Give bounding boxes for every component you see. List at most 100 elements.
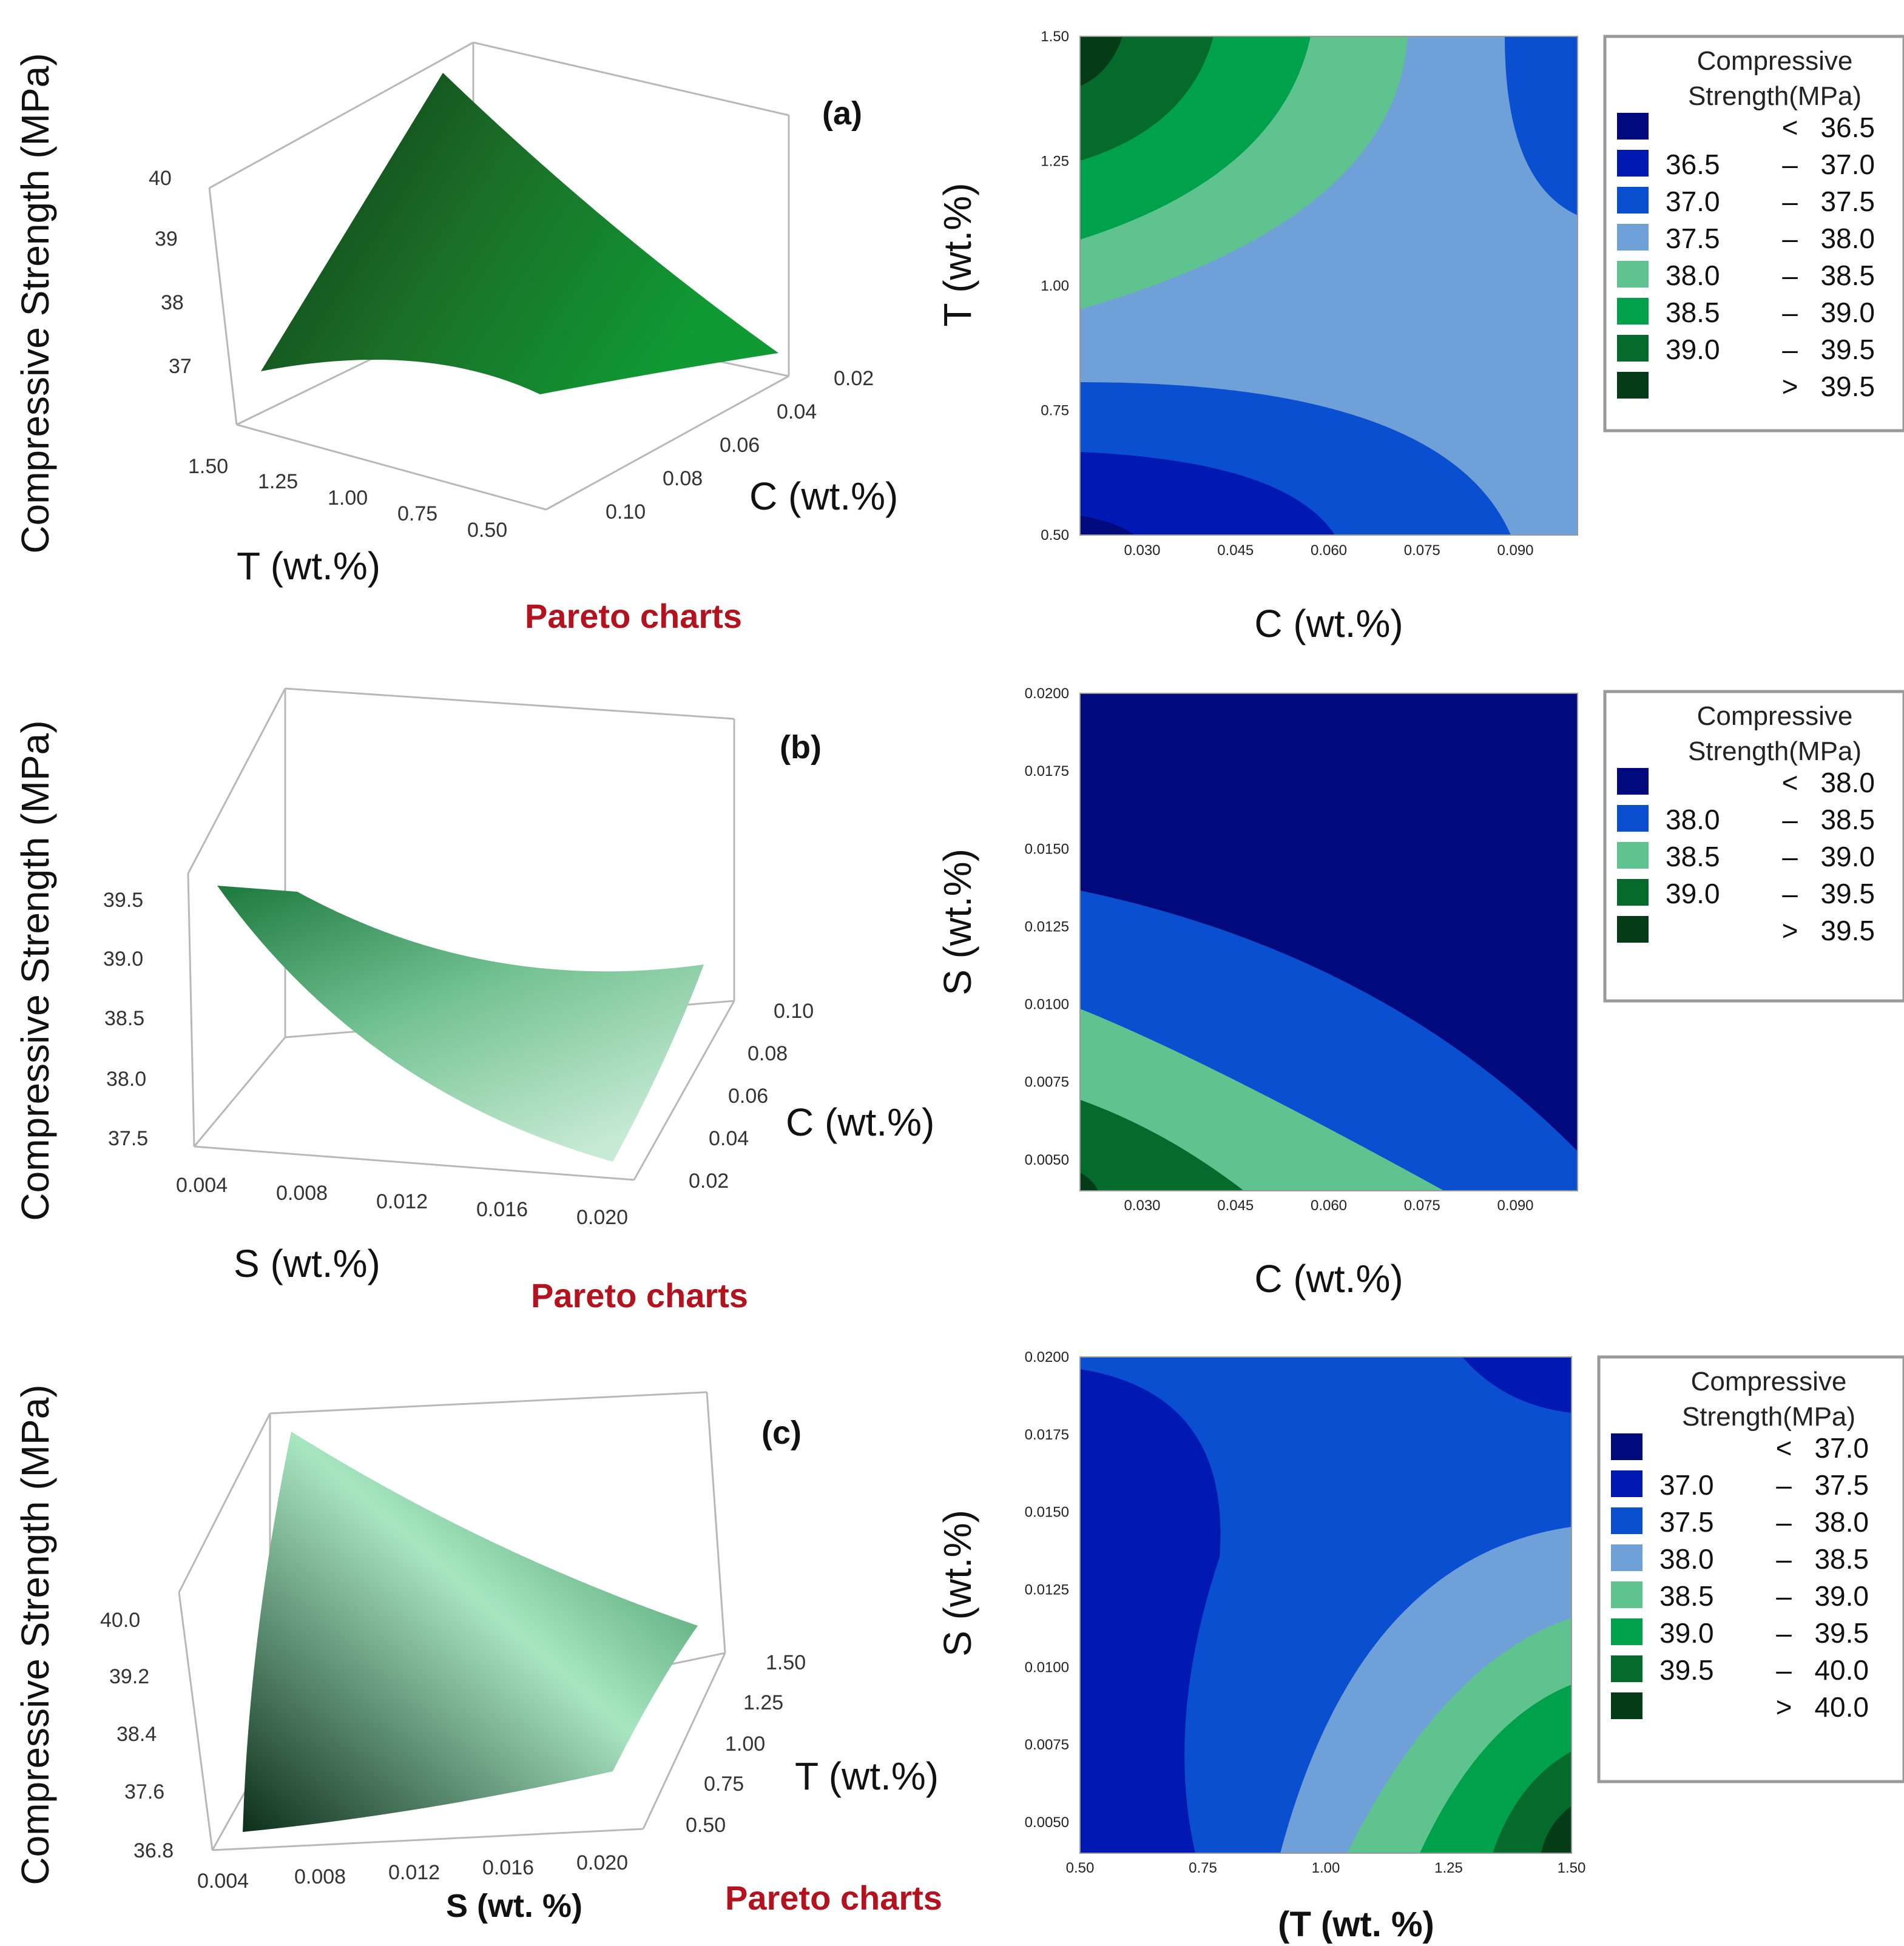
contour-ytick-label: 0.0100 (1025, 1659, 1069, 1675)
surface-a-ztick: 39 (155, 227, 178, 251)
legend-swatch (1617, 113, 1649, 140)
surface-a-xlabel: T (wt.%) (237, 544, 380, 588)
contour-plot-c: 0.50 0.75 1.00 1.25 1.50 0.00500.00750.01000… (936, 1349, 1585, 1944)
legend-range-sep: – (1776, 1654, 1792, 1686)
legend-range-high: 38.0 (1820, 767, 1875, 798)
legend-swatch (1611, 1581, 1642, 1608)
caption-b: Pareto charts (531, 1276, 748, 1315)
surface-c-xtick: 0.012 (388, 1861, 440, 1884)
contour-ytick-label: 0.0125 (1025, 1581, 1069, 1598)
caption-a: Pareto charts (525, 597, 742, 635)
surface-c-xtick: 0.004 (197, 1870, 249, 1893)
contour-ytick-label: 0.0175 (1025, 763, 1069, 779)
legend-swatch (1617, 224, 1649, 251)
surface-b-ticks: 0.004 0.008 0.012 0.016 0.020 0.02 0.04 … (103, 889, 814, 1229)
legend-range-high: 39.0 (1820, 297, 1875, 328)
contour-b-xticks: 0.030 0.045 0.060 0.075 0.090 (1124, 1197, 1533, 1214)
legend-range-sep: – (1782, 841, 1798, 872)
surface-b-ztick: 39.0 (103, 948, 143, 971)
surface-c-xtick: 0.020 (576, 1851, 628, 1874)
caption-c: Pareto charts (725, 1879, 942, 1917)
contour-a-xlabel: C (wt.%) (1254, 602, 1403, 645)
legend-range-sep: – (1782, 297, 1798, 328)
legend-range-low: 39.5 (1659, 1654, 1714, 1686)
surface-b-ytick: 0.08 (748, 1042, 788, 1065)
legend-range-high: 38.0 (1814, 1506, 1869, 1538)
legend-swatch (1617, 916, 1649, 943)
contour-region (1462, 1357, 1571, 1413)
legend-swatch (1617, 805, 1649, 832)
legend-range-sep: < (1782, 767, 1798, 798)
legend-title: Compressive (1697, 701, 1853, 731)
contour-ytick-label: 0.0075 (1025, 1074, 1069, 1091)
legend-range-low: 37.5 (1666, 223, 1720, 254)
surface-b-xtick: 0.008 (276, 1182, 328, 1205)
surface-b-xtick: 0.012 (376, 1190, 428, 1213)
surface-a-ytick: 0.10 (606, 500, 646, 524)
contour-c-yticks: 0.0050 0.0075 0.0100 0.0125 0.0150 0.0175 0.02… (1025, 1349, 1069, 1831)
contour-plot-b: 0.030 0.045 0.060 0.075 0.090 0.00500.00750.… (936, 685, 1578, 1301)
surface-c-zlabel: Compressive Strength (MPa) (13, 1384, 57, 1885)
contour-ytick-label: 1.00 (1041, 278, 1069, 294)
contour-region (1080, 1173, 1098, 1191)
surface-c-ytick: 1.00 (725, 1732, 765, 1756)
legend-range-low: 38.0 (1659, 1543, 1714, 1575)
surface-b-ylabel: C (wt.%) (786, 1100, 934, 1144)
contour-b-yticks: 0.0050 0.0075 0.0100 0.0125 0.0150 0.0175 0.02… (1025, 685, 1069, 1168)
contour-region (1080, 36, 1122, 86)
legend-range-low: 38.5 (1666, 297, 1720, 328)
legend-range-sep: – (1776, 1506, 1792, 1538)
legend-swatch (1617, 298, 1649, 325)
legend-range-sep: – (1782, 334, 1798, 365)
surface-a-ytick: 0.02 (834, 367, 874, 390)
contour-c-frame (1079, 1356, 1572, 1854)
surface-c-mesh (243, 1432, 698, 1832)
legend-range-sep: – (1782, 149, 1798, 180)
surface-a-ylabel: C (wt.%) (749, 474, 898, 518)
legend-range-sep: > (1776, 1691, 1792, 1723)
legend-range-high: 38.0 (1820, 223, 1875, 254)
contour-region (1080, 452, 1335, 535)
surface-c-ticks: 0.004 0.008 0.012 0.016 0.020 0.50 0.75 … (100, 1609, 806, 1893)
surface-a-mesh (261, 73, 778, 394)
legend-swatch (1611, 1544, 1642, 1571)
legend-swatch (1617, 150, 1649, 177)
surface-c-ztick: 40.0 (100, 1609, 140, 1632)
legend-range-sep: – (1782, 878, 1798, 909)
contour-a-yticks: 0.50 0.75 1.00 1.25 1.50 (1041, 29, 1069, 544)
surface-c-ylabel: T (wt.%) (795, 1754, 939, 1798)
surface-b-zlabel: Compressive Strength (MPa) (13, 720, 57, 1220)
legend-range-low: 37.5 (1659, 1506, 1714, 1538)
surface-a-ytick: 0.04 (777, 400, 817, 423)
contour-a-xticks: 0.030 0.045 0.060 0.075 0.090 (1124, 542, 1533, 559)
contour-ytick-label: 0.50 (1041, 527, 1069, 544)
legend-swatch (1617, 187, 1649, 214)
legend-range-sep: – (1782, 186, 1798, 217)
surface-b-xtick: 0.004 (176, 1174, 228, 1197)
legend-box (1603, 690, 1904, 1003)
contour-xtick-label: 1.00 (1312, 1860, 1340, 1876)
surface-c-ytick: 0.50 (686, 1814, 726, 1837)
contour-xtick-label: 0.075 (1404, 542, 1440, 559)
legend-range-high: 37.0 (1814, 1432, 1869, 1464)
legend-range-sep: < (1782, 112, 1798, 143)
contour-ytick-label: 1.50 (1041, 29, 1069, 45)
contour-xtick-label: 0.030 (1124, 542, 1160, 559)
legend-range-sep: – (1776, 1617, 1792, 1649)
surface-c-xtick: 0.008 (294, 1865, 346, 1888)
surface-plot-c: Compressive Strength (MPa) S (wt. %) T (… (13, 1384, 942, 1924)
contour-xtick-label: 0.50 (1066, 1860, 1095, 1876)
surface-a-zlabel: Compressive Strength (MPa) (13, 53, 57, 553)
surface-a-xtick: 1.25 (258, 470, 298, 493)
contour-ytick-label: 0.0075 (1025, 1737, 1069, 1753)
legend-range-low: 38.5 (1659, 1580, 1714, 1612)
contour-region (1505, 36, 1578, 215)
surface-b-ytick: 0.04 (709, 1127, 749, 1150)
surface-a-ztick: 38 (161, 291, 184, 314)
legend-range-low: 37.0 (1666, 186, 1720, 217)
legend-swatch (1617, 261, 1649, 288)
